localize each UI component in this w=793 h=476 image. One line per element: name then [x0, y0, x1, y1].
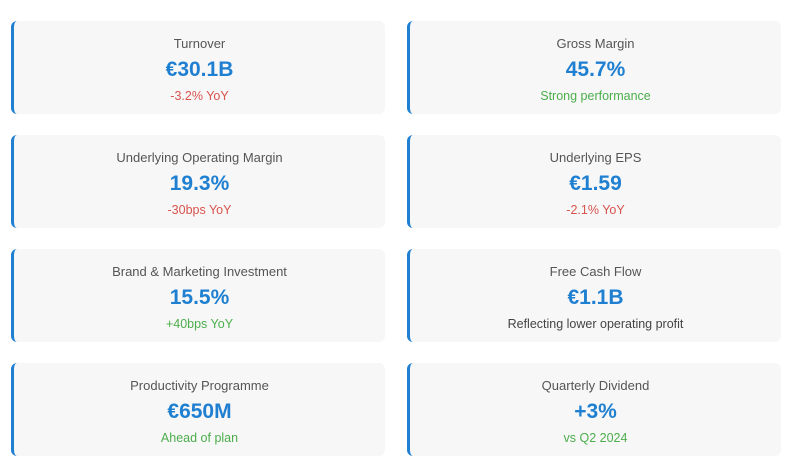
- kpi-card-gross-margin: Gross Margin 45.7% Strong performance: [407, 21, 781, 114]
- kpi-value: €650M: [167, 400, 232, 423]
- kpi-label: Underlying Operating Margin: [116, 150, 283, 165]
- kpi-value: €1.1B: [567, 286, 624, 309]
- kpi-grid: Turnover €30.1B -3.2% YoY Gross Margin 4…: [11, 21, 781, 456]
- kpi-value: +3%: [574, 400, 617, 423]
- kpi-card-productivity: Productivity Programme €650M Ahead of pl…: [11, 363, 385, 456]
- kpi-note: -30bps YoY: [167, 203, 232, 217]
- kpi-label: Free Cash Flow: [549, 264, 642, 279]
- kpi-note: Reflecting lower operating profit: [507, 317, 684, 331]
- kpi-label: Productivity Programme: [130, 378, 269, 393]
- kpi-label: Brand & Marketing Investment: [112, 264, 287, 279]
- kpi-card-free-cash-flow: Free Cash Flow €1.1B Reflecting lower op…: [407, 249, 781, 342]
- kpi-value: 45.7%: [565, 58, 626, 81]
- kpi-card-eps: Underlying EPS €1.59 -2.1% YoY: [407, 135, 781, 228]
- kpi-note: Strong performance: [540, 89, 651, 103]
- kpi-card-dividend: Quarterly Dividend +3% vs Q2 2024: [407, 363, 781, 456]
- kpi-label: Underlying EPS: [549, 150, 642, 165]
- kpi-label: Turnover: [173, 36, 226, 51]
- kpi-value: 15.5%: [169, 286, 230, 309]
- kpi-value: €30.1B: [165, 58, 234, 81]
- kpi-note: vs Q2 2024: [563, 431, 628, 445]
- kpi-card-operating-margin: Underlying Operating Margin 19.3% -30bps…: [11, 135, 385, 228]
- kpi-note: Ahead of plan: [160, 431, 239, 445]
- kpi-note: +40bps YoY: [165, 317, 234, 331]
- kpi-value: €1.59: [569, 172, 622, 195]
- kpi-value: 19.3%: [169, 172, 230, 195]
- kpi-note: -3.2% YoY: [170, 89, 229, 103]
- kpi-note: -2.1% YoY: [566, 203, 625, 217]
- kpi-label: Gross Margin: [556, 36, 635, 51]
- kpi-label: Quarterly Dividend: [541, 378, 650, 393]
- kpi-card-brand-marketing: Brand & Marketing Investment 15.5% +40bp…: [11, 249, 385, 342]
- kpi-card-turnover: Turnover €30.1B -3.2% YoY: [11, 21, 385, 114]
